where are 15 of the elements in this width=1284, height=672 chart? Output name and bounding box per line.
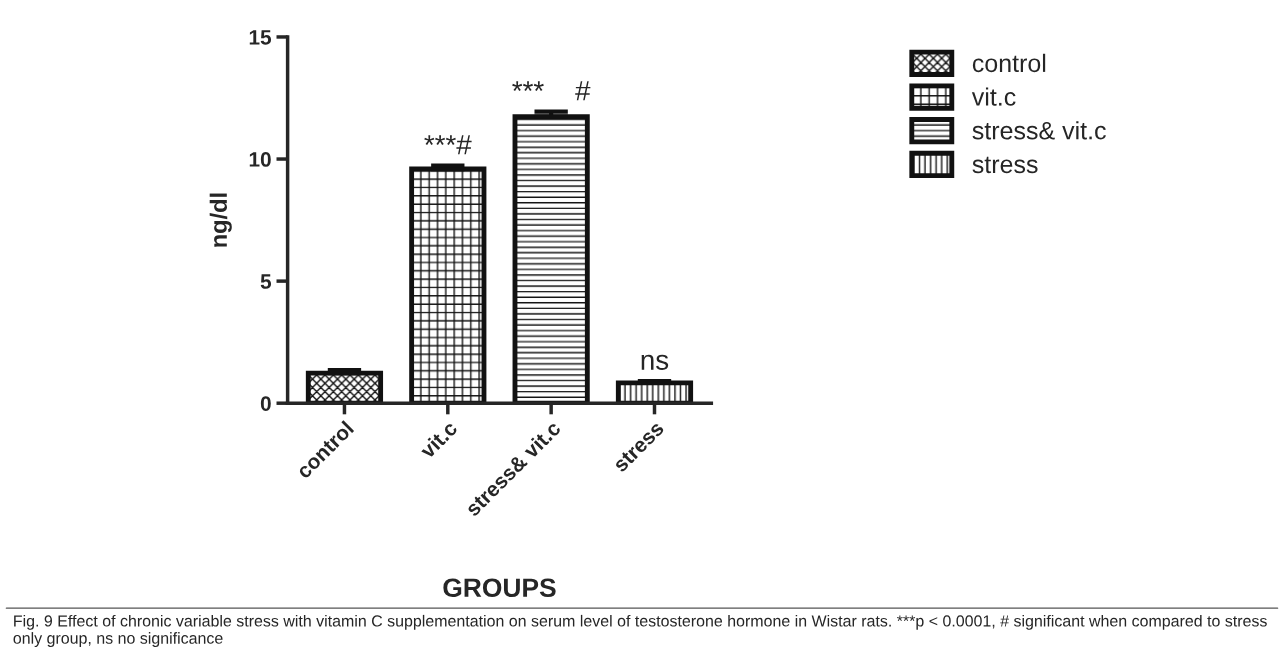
- annotation: ***#: [424, 135, 472, 155]
- legend-label: stress: [972, 156, 1038, 174]
- y-tick-label: 10: [249, 152, 271, 167]
- legend-label: vit.c: [971, 87, 1016, 106]
- legend-label: control: [972, 53, 1046, 73]
- annotation: ns: [641, 354, 669, 370]
- x-axis-title: GROUPS: [443, 578, 556, 598]
- y-tick-label: 0: [260, 396, 271, 411]
- x-tick-label: vit.c: [418, 419, 459, 460]
- legend-label: stress& vit.c: [972, 121, 1106, 140]
- y-tick-label: 15: [249, 30, 272, 45]
- caption: Fig. 9 Effect of chronic variable stress with vitamin C supplementation on serum level of testosterone hormone in Wistar rats. ***p < 0.0001, # significant when compared to stress only group, ns no significance: [13, 614, 1267, 647]
- y-tick-label: 5: [260, 274, 272, 289]
- annotation: *** #: [512, 81, 591, 101]
- y-axis-title: ng/dl: [209, 193, 232, 247]
